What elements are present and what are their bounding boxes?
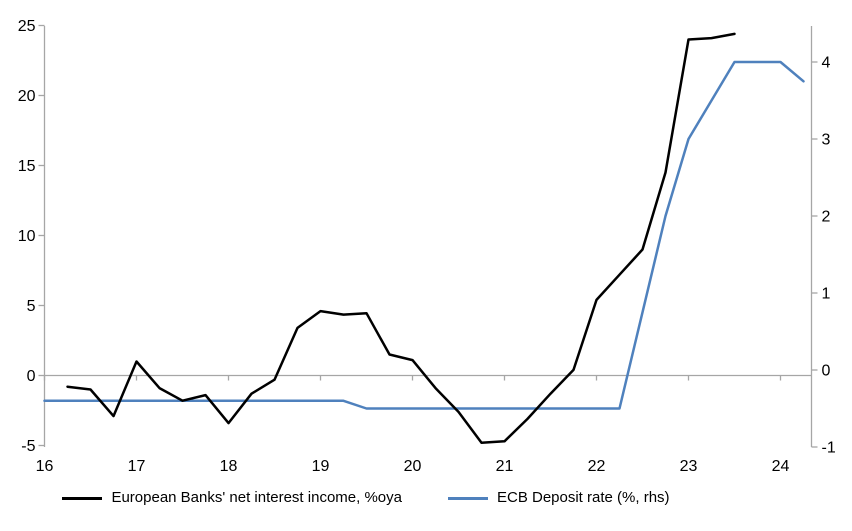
legend-line-swatch-blue — [447, 496, 488, 500]
left-axis-label: 20 — [18, 88, 36, 105]
x-axis-label: 23 — [680, 458, 698, 475]
legend: European Banks' net interest income, %oy… — [0, 487, 852, 509]
left-axis-label: 25 — [18, 18, 36, 35]
left-axis-label: 5 — [27, 298, 36, 315]
right-axis — [810, 26, 818, 448]
legend-item-net-interest-income: European Banks' net interest income, %oy… — [62, 487, 402, 509]
left-axis-label: 0 — [27, 368, 36, 385]
left-axis-label: 10 — [18, 228, 36, 245]
right-axis-label: -1 — [822, 440, 836, 457]
x-axis-label: 18 — [220, 458, 238, 475]
x-axis-label: 17 — [128, 458, 146, 475]
left-axis-label: 15 — [18, 158, 36, 175]
series-line-net-interest-income — [66, 32, 736, 444]
legend-item-ecb-deposit-rate: ECB Deposit rate (%, rhs) — [447, 487, 670, 509]
legend-label-net-interest-income: European Banks' net interest income, %oy… — [111, 489, 402, 506]
x-axis-label: 20 — [404, 458, 422, 475]
right-axis-label: 0 — [822, 363, 831, 380]
plot-area: -5 0 5 10 15 20 25 -1 0 1 2 3 4 16 17 18 19 20 21 22 23 24 — [18, 18, 836, 475]
legend-line-swatch-black — [62, 496, 103, 500]
x-axis-label: 22 — [588, 458, 606, 475]
x-axis-label: 24 — [772, 458, 790, 475]
x-axis-label: 21 — [496, 458, 514, 475]
left-axis-label: -5 — [21, 438, 35, 455]
series-line-ecb-deposit-rate — [43, 60, 805, 410]
right-axis-label: 3 — [822, 132, 831, 149]
right-axis-label: 2 — [822, 209, 831, 226]
legend-label-ecb-deposit-rate: ECB Deposit rate (%, rhs) — [496, 489, 670, 506]
right-axis-label: 4 — [822, 55, 831, 72]
zero-gridline — [43, 374, 812, 381]
left-axis — [38, 24, 46, 447]
x-axis-label: 19 — [312, 458, 330, 475]
x-axis-label: 16 — [36, 458, 54, 475]
right-axis-label: 1 — [822, 286, 831, 303]
